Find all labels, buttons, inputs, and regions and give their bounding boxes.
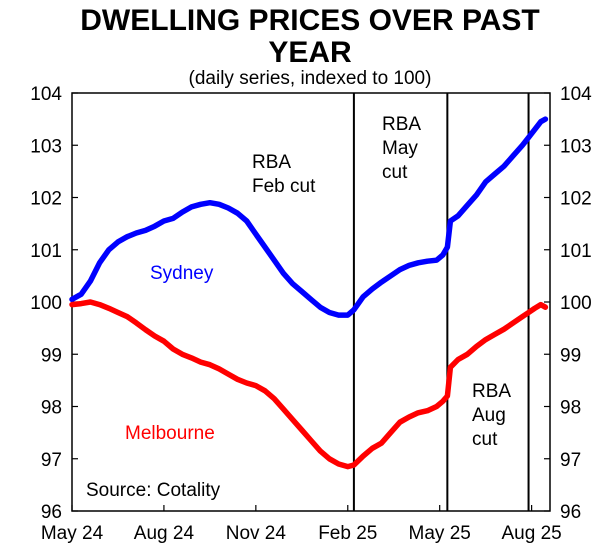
x-axis: May 24 Aug 24 Nov 24 Feb 25 May 25 Aug 25: [41, 505, 562, 544]
event-label-aug-line3: cut: [472, 429, 498, 450]
chart-title-line2: YEAR: [268, 36, 352, 69]
series-lines: [69, 116, 549, 470]
series-label-melbourne: Melbourne: [125, 423, 215, 444]
chart-title-line1: DWELLING PRICES OVER PAST: [80, 4, 539, 37]
event-label-aug-line1: RBA: [472, 381, 511, 402]
ytick-label-left: 104: [30, 84, 62, 105]
chart-subtitle: (daily series, indexed to 100): [189, 68, 432, 89]
ytick-label-right: 99: [560, 345, 581, 366]
y-axis-left: 96 97 98 99 100 101 102 103 104: [30, 84, 78, 523]
series-line-melbourne: [69, 299, 549, 470]
ytick-label-right: 97: [560, 450, 581, 471]
xtick-label: Feb 25: [318, 523, 377, 544]
series-label-sydney: Sydney: [150, 263, 214, 284]
xtick-label: Nov 24: [226, 523, 287, 544]
ytick-label-right: 104: [560, 84, 592, 105]
ytick-label-right: 103: [560, 136, 592, 157]
ytick-label-left: 97: [41, 450, 62, 471]
ytick-label-right: 98: [560, 398, 581, 419]
ytick-label-left: 103: [30, 136, 62, 157]
ytick-label-left: 102: [30, 189, 62, 210]
xtick-label: May 25: [409, 523, 471, 544]
event-label-may-line2: May: [382, 138, 418, 159]
event-label-feb-line1: RBA: [252, 152, 291, 173]
ytick-label-right: 100: [560, 293, 592, 314]
ytick-label-left: 100: [30, 293, 62, 314]
source-note: Source: Cotality: [86, 480, 221, 501]
ytick-label-right: 96: [560, 502, 581, 523]
series-line-sydney: [69, 116, 549, 318]
ytick-label-left: 96: [41, 502, 62, 523]
event-label-may-line3: cut: [382, 162, 408, 183]
event-label-may-line1: RBA: [382, 114, 421, 135]
event-label-aug-line2: Aug: [472, 405, 506, 426]
ytick-label-left: 99: [41, 345, 62, 366]
event-lines: [352, 93, 530, 511]
event-label-feb-line2: Feb cut: [252, 176, 316, 197]
xtick-label: Aug 25: [501, 523, 561, 544]
ytick-label-right: 101: [560, 241, 592, 262]
ytick-label-left: 98: [41, 398, 62, 419]
ytick-label-left: 101: [30, 241, 62, 262]
xtick-label: May 24: [41, 523, 104, 544]
ytick-label-right: 102: [560, 189, 592, 210]
xtick-label: Aug 24: [134, 523, 195, 544]
y-axis-right: 96 97 98 99 100 101 102 103 104: [544, 84, 592, 523]
